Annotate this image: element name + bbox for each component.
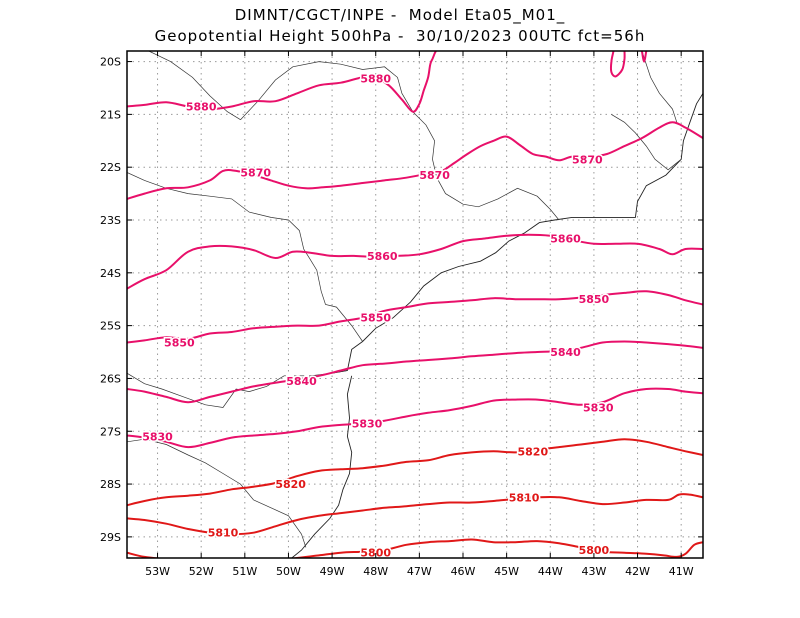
x-tick-label: 48W <box>363 565 388 578</box>
y-tick-label: 23S <box>100 214 121 227</box>
contour-5800 <box>288 538 703 558</box>
x-tick-label: 51W <box>232 565 257 578</box>
x-tick-label: 44W <box>538 565 563 578</box>
geography-lines <box>127 51 703 558</box>
x-tick-label: 47W <box>407 565 432 578</box>
contour-5880 <box>609 51 626 78</box>
contour-5810 <box>127 493 703 536</box>
x-tick-label: 50W <box>276 565 301 578</box>
y-tick-label: 25S <box>100 320 121 333</box>
contour-label: 5850 <box>360 312 391 325</box>
contour-label: 5840 <box>286 375 317 388</box>
y-tick-label: 22S <box>100 161 121 174</box>
contour-label: 5850 <box>579 293 610 306</box>
x-tick-label: 46W <box>451 565 476 578</box>
y-tick-label: 29S <box>100 531 121 544</box>
x-tick-label: 45W <box>494 565 519 578</box>
state-border <box>641 51 678 123</box>
contour-label: 5810 <box>509 491 540 504</box>
contour-labels: 5880 5880 5870 5870 5870 5860 5860 5850 5850 5850… <box>141 71 616 561</box>
contour-5860 <box>127 233 703 290</box>
contour-label: 5820 <box>275 478 306 491</box>
contour-label: 5820 <box>518 445 549 458</box>
grid-lines <box>127 51 703 558</box>
contour-label: 5860 <box>550 232 581 245</box>
contour-lines <box>127 51 703 558</box>
y-tick-label: 28S <box>100 478 121 491</box>
state-border <box>127 172 363 342</box>
contour-label: 5830 <box>352 417 383 430</box>
coastline <box>332 93 703 374</box>
contour-5800 <box>127 551 166 558</box>
contour-label: 5850 <box>164 337 195 350</box>
contour-label: 5880 <box>186 100 217 113</box>
x-tick-label: 41W <box>669 565 694 578</box>
contour-label: 5870 <box>572 153 603 166</box>
contour-label: 5870 <box>419 169 450 182</box>
y-tick-label: 27S <box>100 425 121 438</box>
y-tick-label: 20S <box>100 56 121 69</box>
x-tick-label: 43W <box>581 565 606 578</box>
contour-label: 5870 <box>240 166 271 179</box>
map-title-line1: DIMNT/CGCT/INPE - Model Eta05_M01_ <box>234 6 566 24</box>
x-tick-label: 42W <box>625 565 650 578</box>
map-title-line2: Geopotential Height 500hPa - 30/10/2023 … <box>154 27 646 45</box>
contour-5840 <box>127 340 703 404</box>
contour-5820 <box>127 438 703 507</box>
state-border <box>127 370 348 408</box>
contour-label: 5800 <box>579 544 610 557</box>
state-border <box>611 114 682 171</box>
contour-label: 5860 <box>367 250 398 263</box>
contour-5850 <box>127 290 703 344</box>
contour-5870 <box>127 121 703 200</box>
y-tick-label: 21S <box>100 108 121 121</box>
contour-label: 5830 <box>583 401 614 414</box>
x-tick-label: 53W <box>145 565 170 578</box>
map-frame <box>126 50 704 559</box>
state-border <box>412 111 560 221</box>
state-border <box>240 61 414 120</box>
contour-label: 5830 <box>142 431 173 444</box>
x-tick-label: 52W <box>189 565 214 578</box>
contour-5880 <box>127 51 437 113</box>
axis-ticks: 53W 52W 51W 50W 49W 48W 47W 46W 45W 44W 43W 42W 41W 2… <box>100 51 703 578</box>
contour-label: 5840 <box>550 346 581 359</box>
state-border <box>127 438 307 548</box>
coastline-south <box>291 375 353 558</box>
contour-label: 5880 <box>360 72 391 85</box>
contour-5880 <box>640 51 648 63</box>
contour-label: 5810 <box>208 527 239 540</box>
state-border <box>148 51 241 120</box>
x-tick-label: 49W <box>320 565 345 578</box>
y-tick-label: 24S <box>100 267 121 280</box>
y-tick-label: 26S <box>100 372 121 385</box>
contour-5830 <box>127 387 703 449</box>
